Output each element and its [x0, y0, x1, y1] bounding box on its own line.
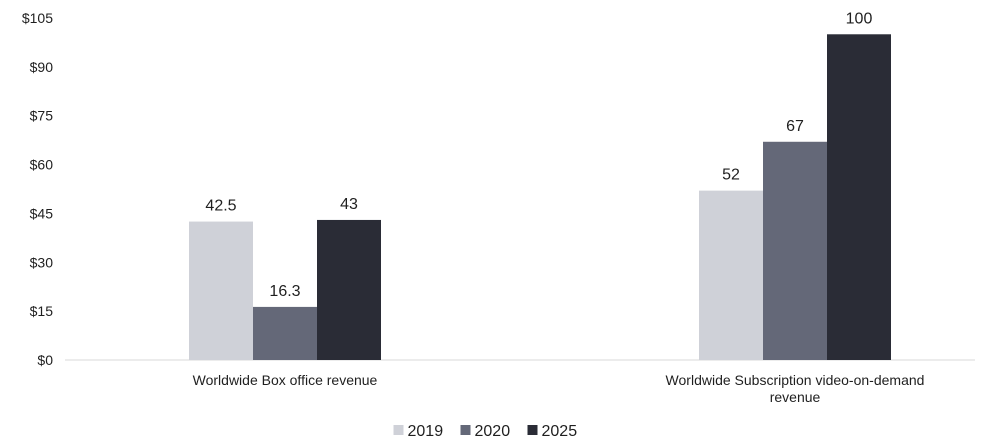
y-axis: $0 $15 $30 $45 $60 $75 $90 $105	[22, 10, 53, 368]
y-tick-label: $45	[30, 205, 54, 221]
legend-label-2020: 2020	[475, 423, 511, 440]
data-label-2025-1: 100	[846, 10, 873, 27]
category-labels: Worldwide Box office revenue Worldwide Su…	[193, 372, 925, 405]
bar-2025-1	[827, 34, 891, 361]
bar-2019-0	[189, 221, 253, 360]
legend-swatch-2019	[393, 425, 404, 435]
data-label-2020-1: 67	[786, 118, 804, 135]
bar-2019-1	[699, 190, 763, 360]
legend: 2019 2020 2025	[393, 423, 578, 440]
y-tick-label: $0	[37, 352, 53, 368]
category-label: Worldwide Box office revenue	[193, 372, 378, 388]
bar-2020-0	[253, 306, 317, 360]
bar-2025-0	[317, 219, 381, 360]
data-label-2019-1: 52	[722, 167, 740, 184]
category-label: revenue	[770, 389, 821, 405]
bars	[189, 34, 891, 361]
data-label-2025-0: 43	[340, 196, 358, 213]
y-tick-label: $30	[30, 254, 54, 270]
data-label-2020-0: 16.3	[269, 283, 300, 300]
y-tick-label: $15	[30, 303, 54, 319]
data-label-2019-0: 42.5	[205, 198, 236, 215]
y-tick-label: $105	[22, 10, 53, 26]
y-tick-label: $75	[30, 108, 54, 124]
legend-label-2019: 2019	[408, 423, 444, 440]
legend-label-2025: 2025	[542, 423, 578, 440]
bar-2020-1	[763, 141, 827, 360]
data-labels: 42.5 16.3 43 52 67 100	[205, 10, 872, 300]
legend-swatch-2025	[527, 425, 538, 435]
legend-swatch-2020	[460, 425, 471, 435]
category-label: Worldwide Subscription video-on-demand	[666, 372, 925, 388]
y-tick-label: $90	[30, 59, 54, 75]
y-tick-label: $60	[30, 157, 54, 173]
